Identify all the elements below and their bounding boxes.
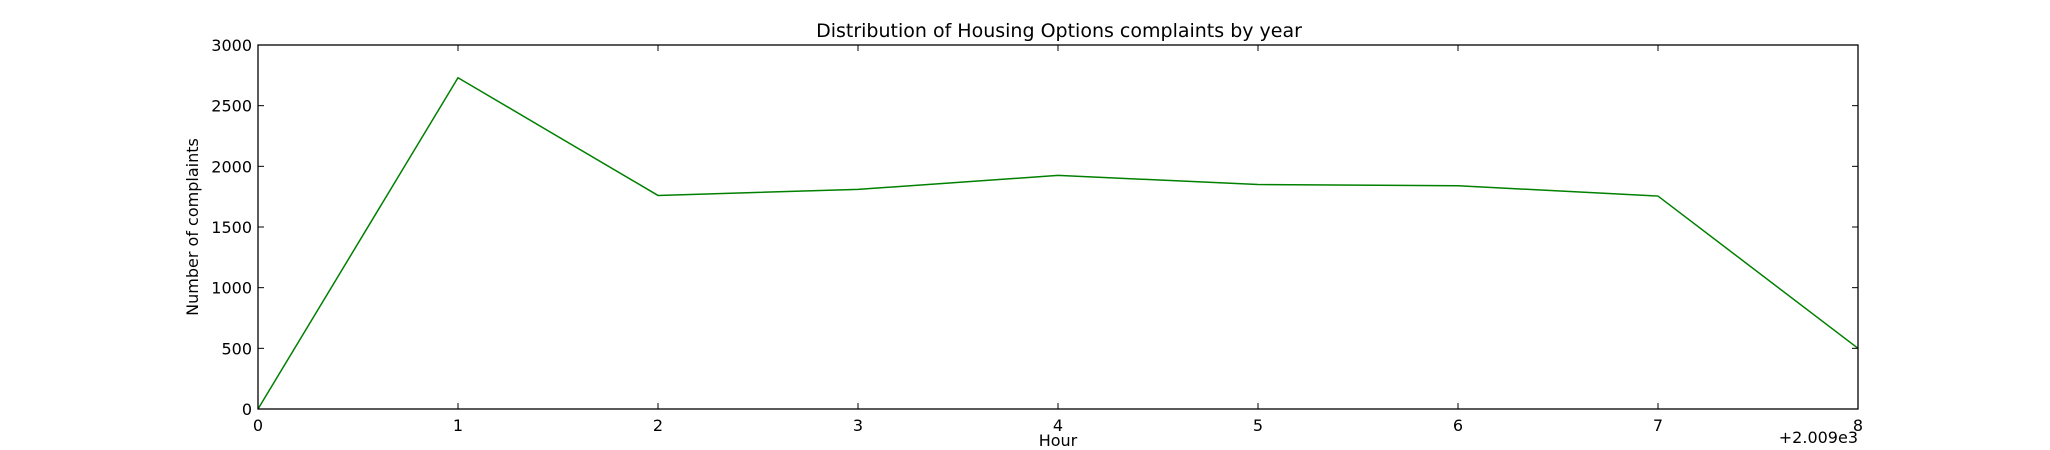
- y-tick-label: 500: [221, 339, 252, 358]
- x-tick-label: 6: [1453, 416, 1463, 435]
- y-tick-label: 3000: [211, 36, 252, 55]
- y-tick-label: 2500: [211, 97, 252, 116]
- y-axis-ticks: 0 500 1000 1500 2000 2500 3000: [211, 36, 1858, 419]
- x-tick-label: 4: [1053, 416, 1063, 435]
- x-axis-offset-label: +2.009e3: [1779, 428, 1858, 447]
- x-tick-label: 8: [1853, 416, 1863, 435]
- x-axis-label: Hour: [1039, 431, 1078, 450]
- x-tick-label: 2: [653, 416, 663, 435]
- x-tick-label: 1: [453, 416, 463, 435]
- x-tick-label: 7: [1653, 416, 1663, 435]
- y-tick-label: 1500: [211, 218, 252, 237]
- y-tick-label: 1000: [211, 279, 252, 298]
- x-axis-ticks: 0 1 2 3 4 5 6 7 8: [253, 45, 1863, 435]
- series-layer: [257, 76, 1859, 410]
- series-line-0: [257, 76, 1859, 410]
- plot-area: 0 1 2 3 4 5 6 7 8 0 500 1000 1500 2000 2500 3000: [211, 36, 1863, 435]
- x-tick-label: 5: [1253, 416, 1263, 435]
- y-tick-label: 2000: [211, 157, 252, 176]
- plot-frame: [257, 44, 1859, 410]
- y-axis-label: Number of complaints: [183, 138, 202, 316]
- x-tick-label: 0: [253, 416, 263, 435]
- x-tick-label: 3: [853, 416, 863, 435]
- chart-title: Distribution of Housing Options complain…: [816, 20, 1302, 42]
- y-tick-label: 0: [242, 400, 252, 419]
